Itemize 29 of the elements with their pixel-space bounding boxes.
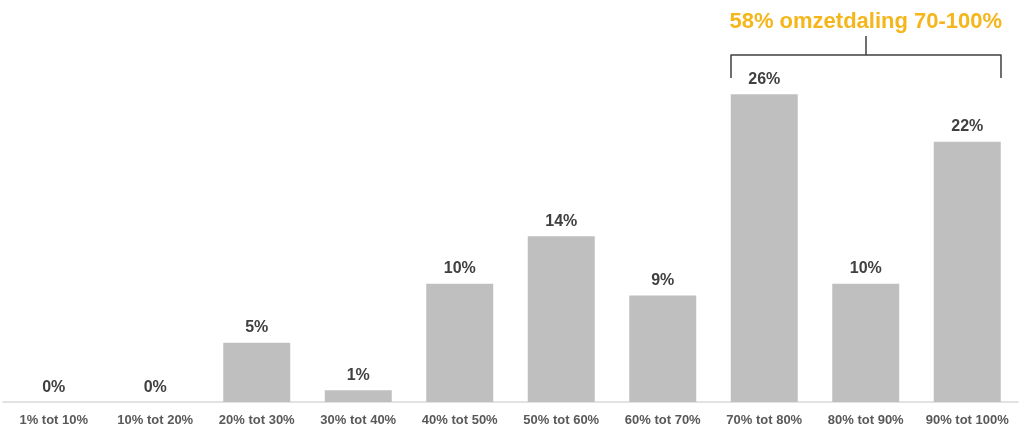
bar xyxy=(832,283,900,402)
x-tick-label: 30% tot 40% xyxy=(320,412,397,427)
bar xyxy=(223,342,291,402)
data-label: 22% xyxy=(951,117,984,135)
x-tick-label: 60% tot 70% xyxy=(624,412,702,427)
x-tick-label: 20% tot 30% xyxy=(218,412,296,427)
x-tick-label: 50% tot 60% xyxy=(523,412,600,427)
data-label: 26% xyxy=(748,69,781,87)
bar xyxy=(426,283,494,402)
annotation: 58% omzetdaling 70-100% xyxy=(729,7,1003,33)
x-tick-label: 10% tot 20% xyxy=(117,412,194,427)
bar xyxy=(629,295,697,402)
data-label: 1% xyxy=(346,365,370,383)
bar xyxy=(527,236,595,402)
data-label: 5% xyxy=(245,318,269,336)
data-label: 0% xyxy=(42,377,66,395)
data-label: 9% xyxy=(651,271,675,288)
x-tick-label: 80% tot 90% xyxy=(827,412,905,427)
x-tick-label: 90% tot 100% xyxy=(925,412,1010,427)
data-label: 10% xyxy=(443,259,476,277)
x-tick-label: 40% tot 50% xyxy=(421,412,499,427)
bar xyxy=(730,94,798,402)
x-tick-label: 1% tot 10% xyxy=(19,412,89,427)
data-label: 14% xyxy=(545,211,578,229)
data-label: 10% xyxy=(849,259,882,277)
x-tick-label: 70% tot 80% xyxy=(726,412,803,427)
data-label: 0% xyxy=(143,377,167,395)
bar xyxy=(324,390,392,402)
bar xyxy=(933,141,1001,402)
